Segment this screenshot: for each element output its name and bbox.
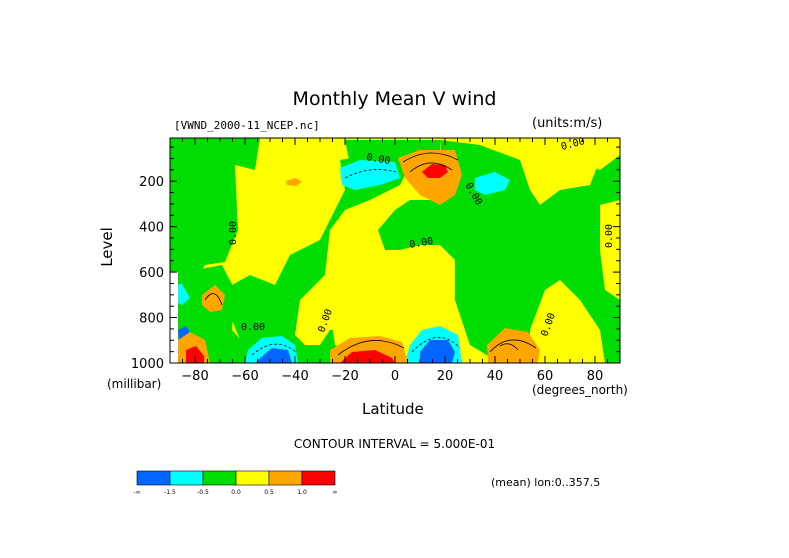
cyan-region-1 [340, 160, 400, 190]
y-tick-label: 800 [139, 312, 164, 327]
contour-label: 0.00 [604, 224, 615, 248]
yellow-island-1 [575, 140, 620, 170]
colorbar: -∞ -1.5 -0.5 0.0 0.5 1.0 ∞ [133, 470, 338, 496]
y-axis-label: Level [97, 227, 116, 267]
colorbar-label: 0.0 [231, 489, 241, 496]
x-axis-label: Latitude [362, 400, 424, 418]
dataset-label: [VWND_2000-11_NCEP.nc] [174, 119, 320, 132]
yellow-island-2 [600, 200, 620, 300]
contour-interval-text: CONTOUR INTERVAL = 5.000E-01 [293, 437, 496, 451]
contour-label: 0.00 [241, 322, 265, 333]
units-label: (units:m/s) [532, 116, 603, 131]
mean-text: (mean) lon:0..357.5 [491, 476, 601, 489]
x-tick-label: 20 [437, 369, 454, 384]
colorbar-swatch [268, 470, 303, 486]
chart-title: Monthly Mean V wind [292, 88, 497, 110]
y-tick-label: 200 [139, 175, 164, 190]
green-band-south [170, 138, 260, 300]
colorbar-swatch [169, 470, 204, 486]
green-band-mid-south [232, 150, 410, 363]
green-band-north [378, 140, 620, 363]
colorbar-label: 0.5 [264, 489, 274, 496]
axis-ticks [169, 138, 621, 364]
red-core-2 [340, 350, 395, 363]
colorbar-label: ∞ [333, 489, 338, 496]
colorbar-label: -1.5 [164, 489, 176, 496]
colorbar-swatch [235, 470, 270, 486]
x-tick-label: 80 [587, 369, 604, 384]
x-axis-units: (degrees_north) [532, 383, 628, 397]
contour-lines [204, 152, 537, 356]
y-tick-label: 400 [139, 221, 164, 236]
x-tick-label: −80 [181, 369, 208, 384]
x-tick-label: −20 [331, 369, 358, 384]
colorbar-swatch [202, 470, 237, 486]
x-tick-labels: −80 −60 −40 −20 0 20 40 60 80 [181, 369, 603, 384]
contour-label: 0.00 [365, 152, 391, 167]
contour-label: 0.00 [228, 221, 239, 245]
colorbar-label: 1.0 [297, 489, 307, 496]
y-tick-labels: 200 400 600 800 1000 [131, 175, 164, 372]
red-core-1 [422, 164, 448, 178]
x-tick-label: 40 [487, 369, 504, 384]
x-tick-label: −60 [231, 369, 258, 384]
y-tick-label: 600 [139, 266, 164, 281]
red-core-3 [186, 346, 204, 363]
x-tick-label: −40 [281, 369, 308, 384]
contour-label: 0.00 [409, 236, 435, 251]
orange-region-4 [202, 285, 225, 312]
x-tick-label: 0 [391, 369, 399, 384]
colorbar-label: -∞ [133, 489, 140, 496]
colorbar-label: -0.5 [197, 489, 209, 496]
negative-contour-lines [251, 169, 461, 356]
blue-core-2 [420, 340, 455, 363]
green-band-upper [345, 140, 440, 165]
orange-region-6 [286, 178, 302, 186]
colorbar-swatch [136, 470, 171, 486]
contour-field [170, 138, 620, 363]
colorbar-swatch [301, 470, 336, 486]
y-tick-label: 1000 [131, 357, 164, 372]
y-axis-units: (millibar) [107, 377, 162, 391]
x-tick-label: 60 [537, 369, 554, 384]
cyan-region-2 [475, 172, 510, 195]
